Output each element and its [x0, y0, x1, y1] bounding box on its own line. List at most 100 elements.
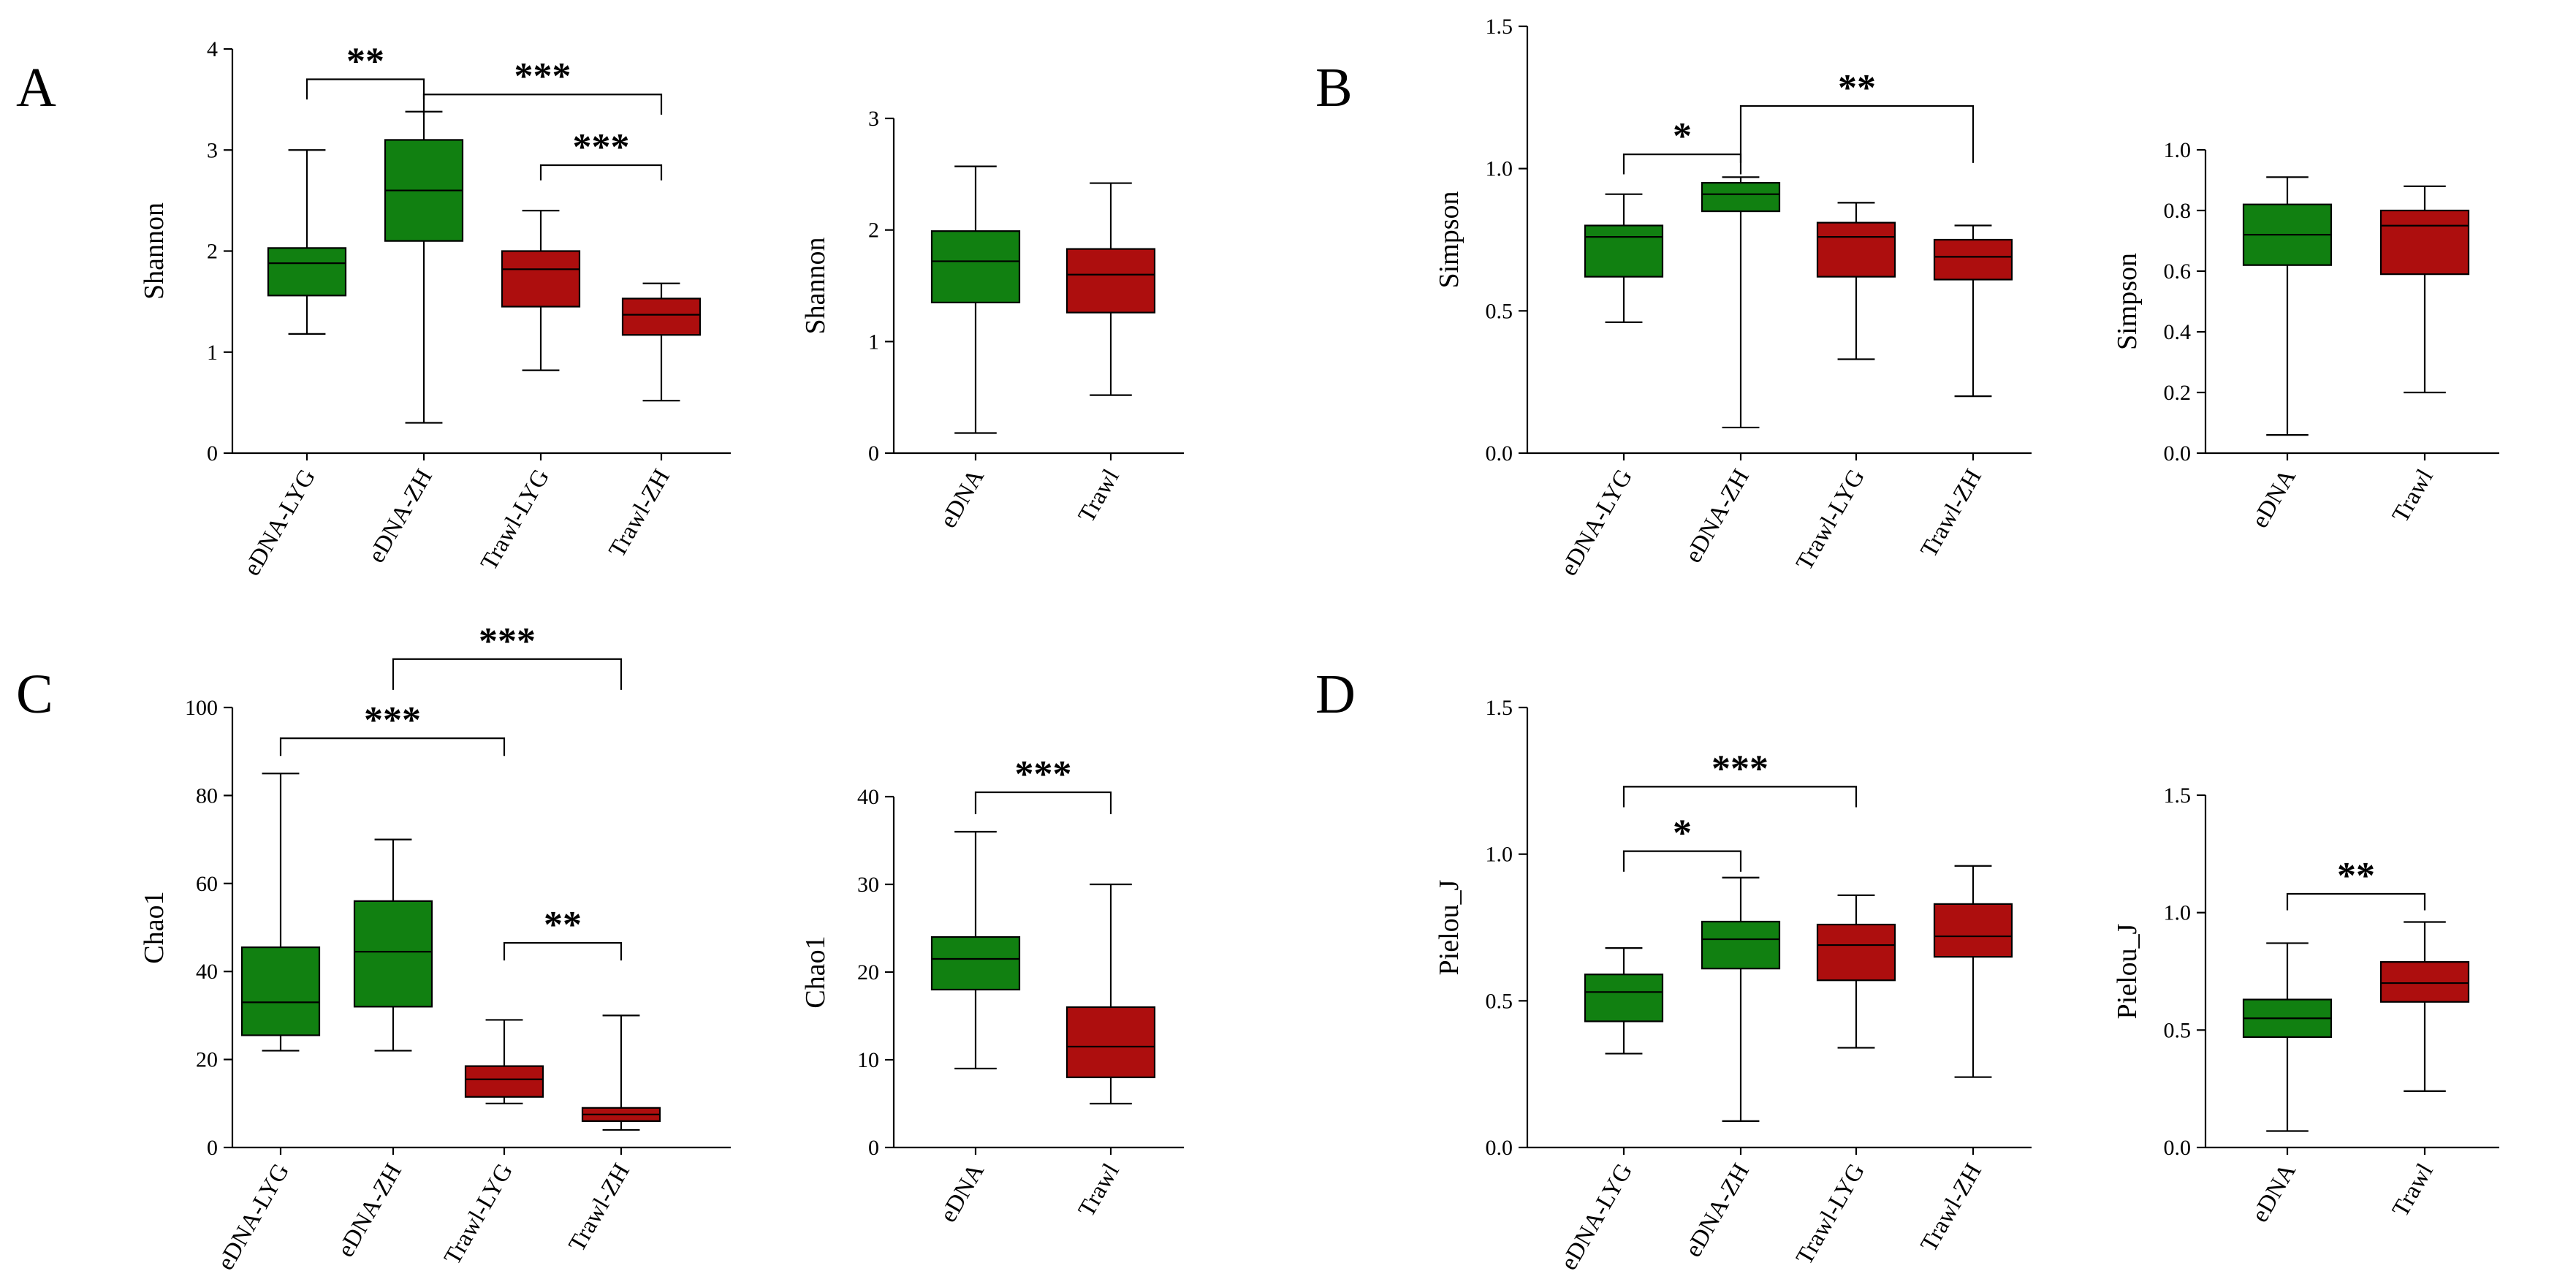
y-tick-label: 20: [857, 960, 879, 984]
box-Trawl-LYG: [1816, 923, 1896, 982]
significance-bracket: [539, 164, 663, 181]
y-tick-label: 80: [196, 784, 218, 808]
x-category-label: eDNA-ZH: [363, 465, 438, 567]
significance-label: ***: [479, 621, 536, 662]
y-tick-label: 0: [868, 1136, 879, 1160]
panel-letter-B: B: [1315, 57, 1353, 118]
y-tick-label: 4: [207, 37, 218, 61]
significance-label: **: [544, 904, 582, 946]
y-tick-label: 10: [857, 1048, 879, 1072]
y-tick-label: 0.4: [2164, 320, 2192, 344]
box-eDNA-LYG: [1584, 224, 1664, 278]
significance-label: ***: [573, 126, 630, 168]
y-axis-title: Shannon: [139, 202, 170, 300]
y-axis-title: Simpson: [1434, 191, 1464, 288]
y-axis-title: Shannon: [800, 238, 831, 335]
y-tick-label: 0: [868, 441, 879, 466]
x-category-label: eDNA-ZH: [333, 1159, 407, 1261]
box-eDNA-ZH: [1701, 182, 1781, 213]
y-axis-title: Pielou_J: [2112, 924, 2143, 1020]
significance-label: *: [1673, 813, 1692, 854]
y-tick-label: 3: [207, 138, 218, 162]
y-axis-title: Chao1: [139, 891, 170, 963]
x-category-label: eDNA: [2247, 1159, 2301, 1227]
box-eDNA-LYG: [240, 946, 321, 1036]
box-eDNA: [930, 230, 1021, 303]
chart-D-two-groups: 0.0 0.5 1.0 1.5 Pielou_J eDNA Trawl **: [2112, 784, 2499, 1227]
y-tick-label: 1: [207, 341, 218, 365]
y-axis-title: Simpson: [2112, 253, 2143, 350]
box-Trawl: [2379, 209, 2470, 276]
x-category-label: eDNA: [2247, 465, 2301, 533]
y-tick-label: 40: [857, 785, 879, 809]
y-tick-label: 1.0: [1486, 843, 1513, 867]
y-tick-label: 0.6: [2164, 259, 2192, 284]
box-Trawl: [1065, 1006, 1156, 1079]
box-eDNA-ZH: [1701, 920, 1781, 970]
x-category-label: Trawl: [2387, 465, 2439, 527]
y-tick-label: 20: [196, 1048, 218, 1072]
y-tick-label: 0.0: [2164, 441, 2192, 466]
significance-bracket: [305, 78, 425, 100]
y-tick-label: 30: [857, 873, 879, 897]
x-category-label: Trawl-LYG: [439, 1159, 518, 1270]
y-tick-label: 40: [196, 960, 218, 984]
chart-B-four-groups: 0.0 0.5 1.0 1.5 Simpson eDNA-LYG eDNA-ZH Trawl-…: [1434, 15, 2032, 580]
x-category-label: eDNA: [935, 465, 989, 533]
box-Trawl-ZH: [621, 297, 702, 336]
significance-bracket: [1622, 786, 1858, 808]
y-tick-label: 0.8: [2164, 199, 2192, 223]
x-category-label: Trawl-ZH: [563, 1159, 634, 1256]
y-tick-label: 2: [868, 219, 879, 243]
box-Trawl-LYG: [501, 250, 581, 308]
box-Trawl-LYG: [1816, 221, 1896, 278]
y-tick-label: 60: [196, 872, 218, 896]
significance-label: **: [2337, 855, 2375, 897]
significance-label: ***: [514, 56, 571, 97]
x-category-label: eDNA-ZH: [1680, 1159, 1755, 1261]
box-Trawl-ZH: [1933, 238, 2013, 281]
significance-bracket: [392, 658, 623, 690]
x-category-label: Trawl: [2387, 1159, 2439, 1221]
y-tick-label: 3: [868, 107, 879, 131]
x-category-label: Trawl-ZH: [604, 465, 675, 562]
y-tick-label: 1.5: [2164, 784, 2192, 808]
y-tick-label: 1.5: [1486, 15, 1513, 39]
x-category-label: eDNA-ZH: [1680, 465, 1755, 567]
significance-label: ***: [1711, 748, 1768, 789]
x-category-label: eDNA: [935, 1159, 989, 1227]
chart-C-four-groups: 0 20 40 60 80 100 Chao1 eDNA-LYG eDNA-ZH Trawl-LY…: [139, 621, 731, 1271]
significance-label: ***: [364, 699, 421, 741]
significance-bracket: [279, 737, 506, 756]
y-tick-label: 0.0: [1486, 441, 1513, 466]
chart-A-four-groups: 0 1 2 3 4 Shannon eDNA-LYG eDNA-ZH Trawl-LYG Traw…: [139, 37, 731, 580]
panel-letter-A: A: [16, 57, 56, 118]
x-category-label: Trawl: [1074, 465, 1125, 527]
significance-label: *: [1673, 115, 1692, 157]
box-eDNA-ZH: [353, 900, 433, 1008]
y-tick-label: 100: [185, 696, 218, 720]
y-tick-label: 0.2: [2164, 381, 2192, 405]
box-Trawl-ZH: [1933, 903, 2013, 958]
x-category-label: Trawl-ZH: [1915, 1159, 1986, 1256]
x-category-label: Trawl: [1074, 1159, 1125, 1221]
y-axis-title: Chao1: [800, 936, 831, 1008]
y-tick-label: 0: [207, 1136, 218, 1160]
y-tick-label: 1.0: [2164, 138, 2192, 162]
significance-bracket: [1622, 153, 1742, 175]
x-category-label: Trawl-LYG: [476, 465, 555, 575]
y-tick-label: 1.5: [1486, 696, 1513, 720]
significance-bracket: [1622, 850, 1742, 872]
y-tick-label: 0.0: [1486, 1136, 1513, 1160]
x-category-label: Trawl-LYG: [1791, 465, 1870, 575]
x-category-label: eDNA-LYG: [239, 465, 321, 580]
y-tick-label: 0.0: [2164, 1136, 2192, 1160]
chart-D-four-groups: 0.0 0.5 1.0 1.5 Pielou_J eDNA-LYG eDNA-ZH Trawl…: [1434, 696, 2032, 1271]
x-category-label: eDNA-LYG: [1556, 1159, 1638, 1271]
y-tick-label: 0.5: [1486, 989, 1513, 1013]
x-category-label: Trawl-LYG: [1791, 1159, 1870, 1270]
box-eDNA-LYG: [1584, 974, 1664, 1023]
significance-label: **: [1838, 67, 1876, 109]
box-Trawl: [2379, 961, 2470, 1003]
